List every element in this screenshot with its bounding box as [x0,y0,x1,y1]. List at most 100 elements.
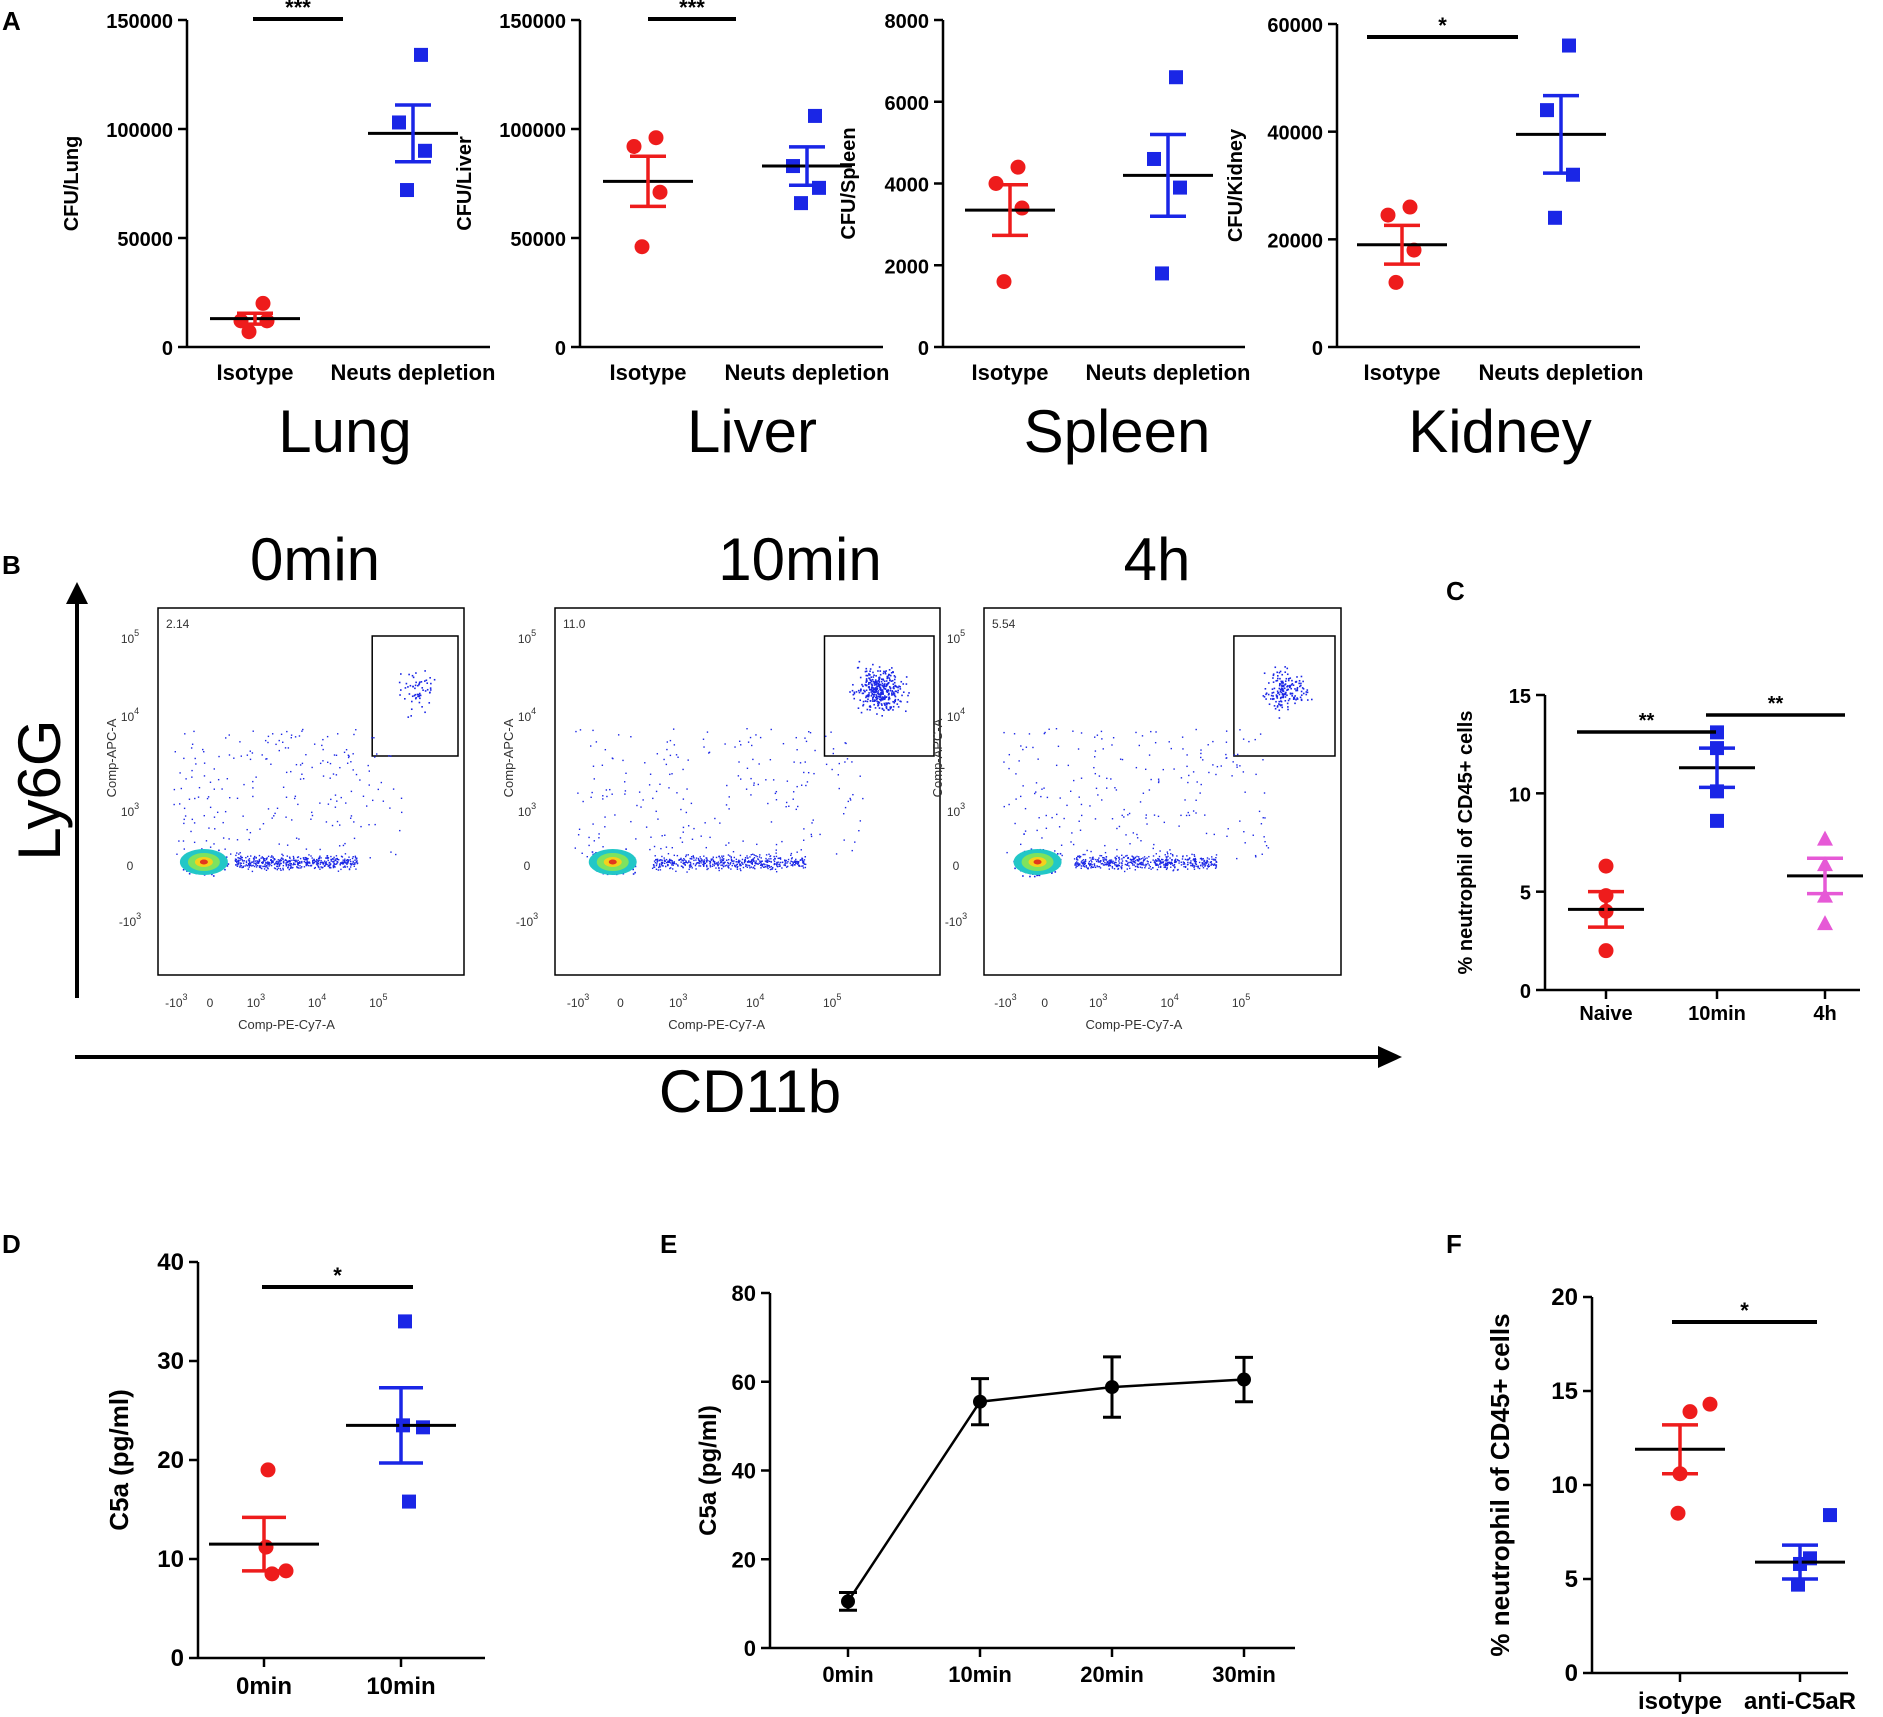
event-dot [752,859,754,861]
event-dot [707,867,709,870]
event-dot [666,861,668,864]
event-dot [282,741,284,744]
event-dot [255,862,258,864]
event-dot [858,691,861,694]
event-dot [655,790,658,793]
event-dot [658,863,661,865]
event-dot [803,839,805,841]
event-dot [418,701,421,704]
event-dot [318,866,320,869]
event-dot [277,865,279,868]
event-dot [266,857,268,859]
event-dot [317,857,320,860]
event-dot [796,785,798,788]
event-dot [777,857,779,860]
event-dot [343,859,346,862]
event-dot [877,683,880,686]
flow-y-label: Comp-APC-A [501,718,516,797]
event-dot [343,751,346,754]
event-dot [255,776,257,778]
event-dot [331,858,333,861]
event-dot [337,870,340,872]
event-dot [408,693,411,695]
event-dot [760,860,763,863]
event-dot [640,806,642,808]
x-tick-label: Isotype [971,360,1048,385]
event-dot [852,683,854,686]
event-dot [332,866,335,869]
event-dot [810,833,812,836]
event-dot [299,857,302,860]
event-dot [344,858,346,860]
flow-events [1003,666,1313,878]
flow-y-tick-exp: 4 [531,706,536,716]
event-dot [678,858,681,861]
event-dot [899,685,901,688]
event-dot [897,689,899,692]
event-dot [268,865,270,867]
event-dot [178,840,180,842]
gate-box [1233,635,1336,757]
panel-letter-f: F [1446,1229,1462,1259]
event-dot [870,680,873,683]
event-dot [693,859,695,862]
event-dot [766,861,769,863]
event-dot [276,807,279,809]
event-dot [604,748,607,751]
event-dot [252,864,254,867]
event-dot [796,860,798,863]
event-dot [180,787,183,790]
data-point [1402,199,1418,215]
event-dot [332,773,335,775]
event-dot [898,685,900,688]
event-dot [577,834,580,836]
event-dot [333,862,335,864]
event-dot [669,862,672,864]
event-dot [774,857,776,860]
event-dot [777,861,779,863]
event-dot [695,859,697,861]
event-dot [739,854,742,857]
event-dot [270,763,272,765]
flow-y-tick: 105 [121,628,139,646]
event-dot [813,772,815,775]
event-dot [889,679,891,682]
event-dot [767,802,769,805]
event-dot [784,859,786,862]
event-dot [275,862,277,864]
event-dot [213,816,216,818]
event-dot [285,862,287,864]
event-dot [367,764,369,767]
event-dot [728,842,730,844]
event-dot [765,857,767,860]
event-dot [735,858,738,861]
event-dot [683,857,685,860]
event-dot [738,863,741,865]
event-dot [721,861,723,863]
event-dot [872,688,875,691]
event-dot [748,860,750,862]
event-dot [282,861,285,863]
event-dot [252,730,254,732]
event-dot [655,858,657,861]
event-dot [684,861,686,864]
event-dot [292,855,295,858]
event-dot [746,864,748,866]
event-dot [795,736,797,739]
event-dot [849,691,851,693]
event-dot [299,862,301,864]
event-dot [653,860,656,862]
event-dot [320,859,322,862]
event-dot [349,859,351,861]
event-dot [682,862,684,865]
event-dot [262,823,265,825]
event-dot [322,738,324,741]
event-dot [320,857,322,859]
event-dot [293,858,295,860]
event-dot [770,860,772,863]
event-dot [305,848,308,850]
event-dot [877,704,880,706]
event-dot [869,709,871,711]
event-dot [282,860,285,863]
event-dot [745,865,747,867]
